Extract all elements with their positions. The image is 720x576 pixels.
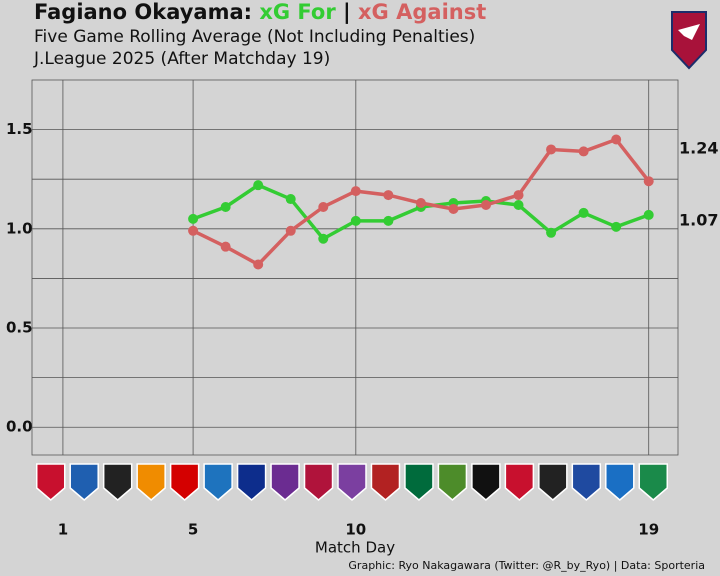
legend-entry: xG Against <box>358 0 486 24</box>
y-tick-label: 0.0 <box>6 418 33 436</box>
title-separator: | <box>343 0 351 25</box>
team-crest <box>404 463 434 501</box>
data-point <box>611 134 622 145</box>
subtitle: Five Game Rolling Average (Not Including… <box>34 27 475 47</box>
team-crest <box>571 463 602 501</box>
data-point <box>643 209 654 220</box>
plot-frame <box>31 79 679 456</box>
data-point <box>188 213 199 224</box>
end-label: 1.07 <box>679 210 718 229</box>
opponent-crests <box>35 463 669 501</box>
data-point <box>285 225 296 236</box>
data-point <box>546 144 557 155</box>
team-crest <box>203 463 233 501</box>
team-crest <box>69 463 99 501</box>
data-point <box>350 186 361 197</box>
y-tick-label: 0.5 <box>6 319 33 337</box>
x-tick-label: 19 <box>638 521 659 539</box>
data-point <box>513 190 524 201</box>
team-crest <box>35 463 66 501</box>
team-crest <box>437 463 468 501</box>
x-tick-label: 10 <box>345 521 366 539</box>
team-crest <box>337 463 367 501</box>
data-point <box>220 201 231 212</box>
x-tick-label: 1 <box>58 521 68 539</box>
data-point <box>643 176 654 187</box>
y-tick-label: 1.5 <box>6 120 33 138</box>
team-crest <box>236 463 267 501</box>
team-crest <box>303 463 334 501</box>
data-point <box>318 233 329 244</box>
team-crest <box>370 463 401 501</box>
data-point <box>480 200 491 210</box>
data-point <box>253 259 264 270</box>
team-crest <box>638 463 669 501</box>
club-crest <box>671 11 707 70</box>
data-point <box>285 194 296 205</box>
legend-entry: xG For <box>259 0 336 24</box>
team-crest <box>136 463 166 501</box>
crest-bird <box>678 24 700 40</box>
team-crest <box>270 463 300 501</box>
data-point <box>578 146 589 157</box>
team-crest <box>102 463 133 501</box>
data-point <box>415 198 426 209</box>
data-point <box>546 227 557 238</box>
team-crest <box>471 463 501 501</box>
data-point <box>383 215 394 226</box>
team-crest <box>504 463 535 501</box>
x-tick-label: 5 <box>188 521 198 539</box>
team-crest <box>605 463 635 501</box>
end-label: 1.24 <box>679 139 718 158</box>
data-point <box>578 207 589 218</box>
y-tick-label: 1.0 <box>6 219 33 237</box>
title-text: Fagiano Okayama: <box>34 0 252 24</box>
data-point <box>350 215 361 226</box>
data-point <box>188 225 199 236</box>
data-point <box>611 221 622 232</box>
data-point <box>383 190 394 201</box>
team-crest <box>538 463 568 501</box>
subtitle: J.League 2025 (After Matchday 19) <box>33 49 330 69</box>
chart-title: Fagiano Okayama: xG For | xG Against <box>34 0 486 25</box>
data-point <box>513 200 524 210</box>
data-point <box>253 180 264 191</box>
team-crest <box>169 463 200 501</box>
data-point <box>220 241 231 252</box>
data-point <box>318 201 329 212</box>
data-point <box>448 203 459 214</box>
credits: Graphic: Ryo Nakagawara (Twitter: @R_by_… <box>348 559 705 572</box>
x-axis-label: Match Day <box>315 539 395 557</box>
